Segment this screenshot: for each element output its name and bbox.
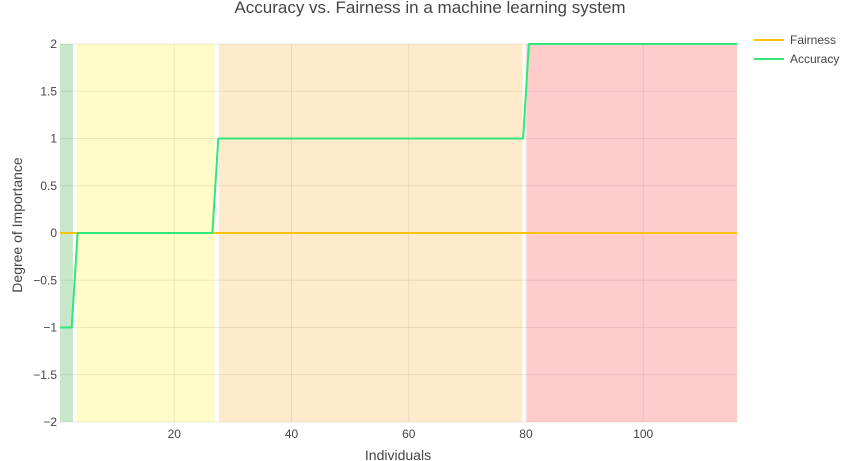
y-tick-label-1: 1.5 xyxy=(40,84,57,98)
x-tick-label-0: 20 xyxy=(168,427,182,441)
legend-label-fairness: Fairness xyxy=(790,33,836,47)
legend-item-fairness[interactable]: Fairness xyxy=(754,33,836,47)
y-tick-label-8: −2 xyxy=(43,415,57,429)
y-tick-label-6: −1 xyxy=(43,321,57,335)
y-axis-title: Degree of Importance xyxy=(9,157,25,293)
y-tick-label-0: 2 xyxy=(50,37,57,51)
series-lines xyxy=(60,43,737,329)
chart-title: Accuracy vs. Fairness in a machine learn… xyxy=(234,0,625,17)
y-tick-label-5: −0.5 xyxy=(33,273,57,287)
x-tick-label-2: 60 xyxy=(402,427,416,441)
legend[interactable]: Fairness Accuracy xyxy=(754,33,839,66)
x-tick-label-4: 100 xyxy=(633,427,653,441)
y-tick-label-7: −1.5 xyxy=(33,368,57,382)
series-line-accuracy xyxy=(60,43,737,329)
y-tick-labels: 2 1.5 1 0.5 0 −0.5 −1 −1.5 −2 xyxy=(33,37,57,429)
x-tick-labels: 20 40 60 80 100 xyxy=(168,427,654,441)
y-tick-label-3: 0.5 xyxy=(40,179,57,193)
legend-label-accuracy: Accuracy xyxy=(790,52,839,66)
x-tick-label-1: 40 xyxy=(285,427,299,441)
x-tick-label-3: 80 xyxy=(519,427,533,441)
y-tick-label-2: 1 xyxy=(50,132,57,146)
x-axis-title: Individuals xyxy=(365,447,431,461)
legend-item-accuracy[interactable]: Accuracy xyxy=(754,52,839,66)
y-tick-label-4: 0 xyxy=(50,226,57,240)
